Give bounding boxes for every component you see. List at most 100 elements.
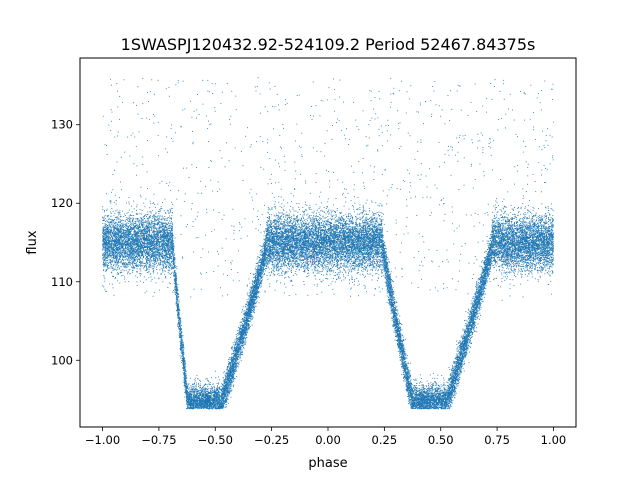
data-point [119,252,120,253]
data-point [305,181,306,182]
data-point [349,221,350,222]
data-point [233,379,234,380]
data-point [492,231,493,232]
data-point [104,210,105,211]
data-point [102,235,103,236]
data-point [157,273,158,274]
data-point [334,225,335,226]
data-point [484,267,485,268]
data-point [372,212,373,213]
data-point [192,143,193,144]
data-point [461,246,462,247]
data-point [420,381,421,382]
data-point [219,387,220,388]
data-point [309,207,310,208]
data-point [378,247,379,248]
data-point [494,215,495,216]
data-point [291,257,292,258]
data-point [325,244,326,245]
data-point [495,207,496,208]
data-point [108,251,109,252]
data-point [362,220,363,221]
data-point [535,248,536,249]
data-point [409,397,410,398]
data-point [496,198,497,199]
data-point [253,277,254,278]
data-point [450,373,451,374]
data-point [285,228,286,229]
data-point [489,251,490,252]
data-point [313,82,314,83]
data-point [280,255,281,256]
data-point [176,304,177,305]
data-point [170,274,171,275]
data-point [331,271,332,272]
data-point [117,272,118,273]
data-point [362,256,363,257]
data-point [107,268,108,269]
data-point [552,265,553,266]
data-point [123,220,124,221]
data-point [354,267,355,268]
data-point [171,231,172,232]
data-point [520,255,521,256]
data-point [359,214,360,215]
data-point [296,244,297,245]
data-point [231,391,232,392]
data-point [170,210,171,211]
data-point [272,270,273,271]
data-point [139,209,140,210]
data-point [468,293,469,294]
data-point [306,229,307,230]
data-point [516,250,517,251]
data-point [305,240,306,241]
data-point [495,223,496,224]
data-point [527,224,528,225]
data-point [362,213,363,214]
data-point [218,254,219,255]
data-point [509,225,510,226]
data-point [206,115,207,116]
data-point [361,250,362,251]
data-point [345,138,346,139]
data-point [468,309,469,310]
data-point [548,206,549,207]
data-point [279,221,280,222]
data-point [514,230,515,231]
data-point [345,267,346,268]
data-point [463,339,464,340]
data-point [136,146,137,147]
data-point [142,265,143,266]
data-point [229,393,230,394]
data-point [229,367,230,368]
data-point [370,236,371,237]
data-point [422,391,423,392]
data-point [296,203,297,204]
data-point [269,272,270,273]
data-point [319,258,320,259]
data-point [280,261,281,262]
data-point [239,280,240,281]
data-point [340,277,341,278]
data-point [482,301,483,302]
data-point [523,264,524,265]
data-point [333,215,334,216]
data-point [447,392,448,393]
data-point [145,230,146,231]
data-point [212,83,213,84]
data-point [421,382,422,383]
data-point [274,215,275,216]
data-point [535,221,536,222]
data-point [415,396,416,397]
data-point [327,250,328,251]
data-point [280,282,281,283]
data-point [379,98,380,99]
data-point [264,262,265,263]
data-point [126,239,127,240]
data-point [228,361,229,362]
data-point [122,102,123,103]
data-point [151,234,152,235]
data-point [474,263,475,264]
data-point [259,297,260,298]
data-point [437,378,438,379]
